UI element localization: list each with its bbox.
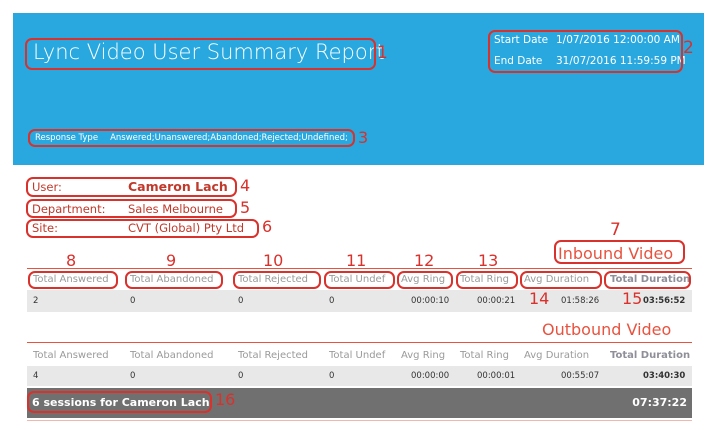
annotation-number-2: 2 bbox=[683, 38, 694, 58]
col-total-rejected: Total Rejected bbox=[238, 274, 309, 285]
col-avg-ring: Avg Ring bbox=[401, 350, 446, 361]
outbound-avg-ring: 00:00:00 bbox=[411, 371, 450, 381]
inbound-avg-ring: 00:00:10 bbox=[411, 296, 450, 306]
start-date-value: 1/07/2016 12:00:00 AM bbox=[556, 34, 680, 46]
col-total-answered: Total Answered bbox=[33, 274, 109, 285]
inbound-total-rejected: 0 bbox=[238, 296, 244, 306]
outbound-total-rejected: 0 bbox=[238, 371, 244, 381]
site-label: Site: bbox=[32, 221, 58, 235]
inbound-total-undef: 0 bbox=[329, 296, 335, 306]
col-total-answered: Total Answered bbox=[33, 350, 109, 361]
col-total-undef: Total Undef bbox=[329, 274, 386, 285]
department-label: Department: bbox=[32, 202, 106, 216]
annotation-box-9 bbox=[125, 271, 223, 289]
sessions-summary: 6 sessions for Cameron Lach bbox=[32, 396, 210, 409]
outbound-divider bbox=[27, 342, 692, 343]
annotation-number-13: 13 bbox=[478, 251, 499, 270]
sessions-total-duration: 07:37:22 bbox=[632, 396, 687, 409]
annotation-box-5 bbox=[26, 199, 237, 218]
annotation-number-7: 7 bbox=[610, 220, 621, 240]
col-avg-duration: Avg Duration bbox=[524, 274, 590, 285]
annotation-box-6 bbox=[26, 219, 259, 238]
inbound-avg-duration: 01:58:26 bbox=[561, 296, 600, 306]
col-total-abandoned: Total Abandoned bbox=[130, 274, 214, 285]
col-total-abandoned: Total Abandoned bbox=[130, 350, 214, 361]
annotation-number-8: 8 bbox=[66, 251, 77, 270]
col-total-rejected: Total Rejected bbox=[238, 350, 309, 361]
inbound-total-answered: 2 bbox=[33, 296, 39, 306]
end-date-label: End Date bbox=[494, 55, 543, 67]
annotation-box-15 bbox=[604, 271, 691, 289]
user-label: User: bbox=[32, 180, 62, 194]
annotation-number-11: 11 bbox=[346, 251, 367, 270]
outbound-total-abandoned: 0 bbox=[130, 371, 136, 381]
annotation-box-10 bbox=[233, 271, 321, 289]
response-type-value: Answered;Unanswered;Abandoned;Rejected;U… bbox=[110, 133, 348, 143]
annotation-box-2 bbox=[488, 30, 683, 73]
annotation-number-15: 15 bbox=[622, 289, 643, 308]
annotation-box-3 bbox=[28, 129, 355, 147]
inbound-total-duration: 03:56:52 bbox=[643, 296, 686, 306]
response-type: Response Type Answered;Unanswered;Abandon… bbox=[35, 133, 348, 143]
annotation-number-10: 10 bbox=[263, 251, 284, 270]
annotation-box-12 bbox=[397, 271, 453, 289]
response-type-label: Response Type bbox=[35, 133, 99, 143]
annotation-number-12: 12 bbox=[414, 251, 435, 270]
col-avg-ring: Avg Ring bbox=[401, 274, 446, 285]
site-value: CVT (Global) Pty Ltd bbox=[128, 221, 245, 235]
annotation-number-5: 5 bbox=[240, 198, 251, 217]
outbound-video-title: Outbound Video bbox=[542, 320, 672, 339]
annotation-number-1: 1 bbox=[377, 43, 388, 63]
annotation-number-6: 6 bbox=[262, 217, 273, 236]
annotation-number-16: 16 bbox=[215, 390, 236, 409]
annotation-number-3: 3 bbox=[358, 128, 369, 147]
inbound-total-abandoned: 0 bbox=[130, 296, 136, 306]
summary-footer bbox=[27, 388, 692, 418]
annotation-number-4: 4 bbox=[240, 176, 251, 195]
report-title: Lync Video User Summary Report bbox=[33, 40, 385, 64]
col-avg-duration: Avg Duration bbox=[524, 350, 590, 361]
outbound-total-ring: 00:00:01 bbox=[477, 371, 516, 381]
col-total-ring: Total Ring bbox=[460, 274, 509, 285]
outbound-row bbox=[27, 366, 692, 386]
col-total-duration: Total Duration bbox=[610, 350, 691, 361]
annotation-box-1 bbox=[25, 38, 376, 70]
user-value: Cameron Lach bbox=[128, 179, 228, 194]
col-total-ring: Total Ring bbox=[460, 350, 509, 361]
annotation-box-13 bbox=[456, 271, 518, 289]
annotation-box-4 bbox=[26, 177, 237, 197]
footer-divider bbox=[27, 420, 692, 421]
inbound-row bbox=[27, 290, 692, 312]
annotation-box-14 bbox=[520, 271, 602, 289]
inbound-divider bbox=[27, 268, 692, 269]
annotation-box-7 bbox=[554, 240, 685, 264]
outbound-avg-duration: 00:55:07 bbox=[561, 371, 600, 381]
annotation-box-8 bbox=[28, 271, 118, 289]
outbound-total-undef: 0 bbox=[329, 371, 335, 381]
annotation-box-16 bbox=[27, 391, 212, 413]
department-value: Sales Melbourne bbox=[128, 202, 223, 216]
col-total-duration: Total Duration bbox=[610, 274, 691, 285]
inbound-total-ring: 00:00:21 bbox=[477, 296, 516, 306]
annotation-number-9: 9 bbox=[166, 251, 177, 270]
outbound-total-duration: 03:40:30 bbox=[643, 371, 686, 381]
start-date-label: Start Date bbox=[494, 34, 549, 46]
annotation-number-14: 14 bbox=[529, 289, 550, 308]
inbound-video-title: Inbound Video bbox=[558, 244, 674, 263]
outbound-total-answered: 4 bbox=[33, 371, 39, 381]
end-date-value: 31/07/2016 11:59:59 PM bbox=[556, 55, 686, 67]
col-total-undef: Total Undef bbox=[329, 350, 386, 361]
annotation-box-11 bbox=[324, 271, 395, 289]
